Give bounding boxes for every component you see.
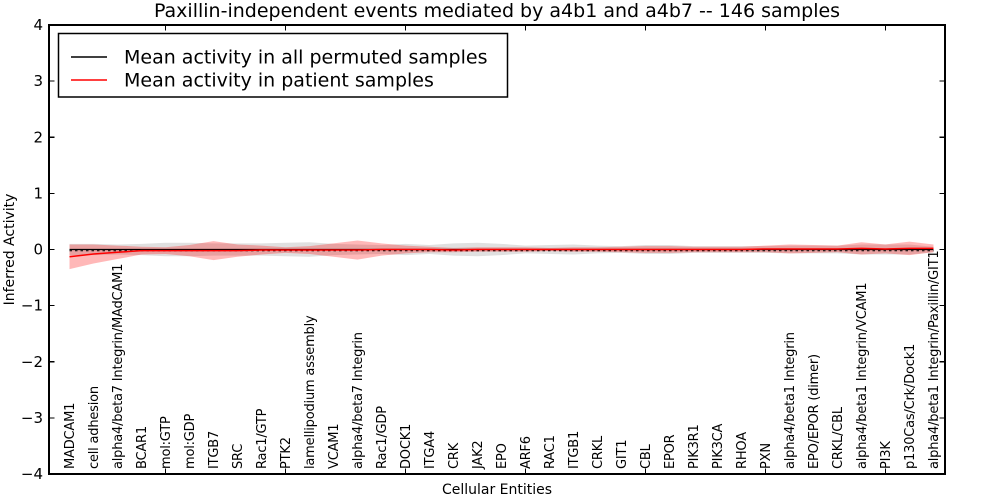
x-category-label: ARF6 (519, 436, 534, 469)
x-category-label: cell adhesion (87, 386, 102, 469)
x-category-label: EPO (495, 443, 510, 469)
y-tick-label: 4 (33, 16, 43, 34)
x-category-label: alpha4/beta7 Integrin (351, 332, 366, 469)
x-category-label: alpha4/beta1 Integrin/Paxillin/GIT1 (927, 250, 942, 469)
x-category-label: CRKL/CBL (831, 406, 846, 469)
x-category-label: EPOR (663, 434, 678, 469)
x-category-label: PIK3R1 (687, 424, 702, 469)
axes (48, 24, 946, 475)
x-category-label: CBL (639, 443, 654, 469)
x-category-label: RHOA (735, 432, 750, 469)
y-tick-label: 1 (33, 184, 43, 202)
x-category-label: JAK2 (471, 441, 486, 471)
x-category-label: p130Cas/Crk/Dock1 (903, 344, 918, 469)
x-category-label: PXN (759, 443, 774, 469)
legend: Mean activity in all permuted samples Me… (57, 32, 509, 98)
x-category-label: Rac1/GTP (255, 408, 270, 469)
y-tick-label: −1 (21, 297, 43, 315)
x-category-labels: MADCAM1 cell adhesion alpha4/beta7 Integri… (63, 250, 942, 470)
std-bands (69, 240, 934, 270)
x-category-label: ITGB1 (567, 431, 582, 469)
x-category-label: CRKL (591, 435, 606, 469)
x-category-label: alpha4/beta1 Integrin/VCAM1 (855, 283, 870, 469)
mean-lines (69, 247, 934, 258)
y-tick-label: −2 (21, 353, 43, 371)
x-category-label: PI3K (879, 441, 894, 469)
y-tick-label: −4 (21, 465, 43, 483)
chart-title: Paxillin-independent events mediated by … (154, 0, 840, 22)
y-axis-title: Inferred Activity (2, 194, 18, 306)
x-category-label: mol:GTP (159, 416, 174, 469)
x-axis-title: Cellular Entities (442, 482, 552, 498)
x-category-label: mol:GDP (183, 414, 198, 469)
x-category-label: ITGA4 (423, 431, 438, 469)
y-tick-label: 0 (33, 241, 43, 259)
legend-label-permuted-samples: Mean activity in all permuted samples (124, 47, 487, 69)
x-category-label: DOCK1 (399, 424, 414, 469)
std-band-patient (69, 240, 934, 270)
legend-label-patient-samples: Mean activity in patient samples (124, 70, 434, 92)
x-category-label: RAC1 (543, 435, 558, 469)
x-category-label: PIK3CA (711, 423, 726, 469)
y-tick-labels: −4 −3 −2 −1 0 1 2 3 4 (21, 16, 43, 483)
x-category-label: CRK (447, 442, 462, 469)
x-category-label: lamellipodium assembly (303, 315, 318, 469)
y-tick-label: 2 (33, 128, 43, 146)
x-category-label: EPO/EPOR (dimer) (807, 354, 822, 469)
x-category-label: alpha4/beta1 Integrin (783, 332, 798, 469)
x-category-label: alpha4/beta7 Integrin/MAdCAM1 (111, 264, 126, 469)
x-category-label: MADCAM1 (63, 403, 78, 469)
x-category-label: Rac1/GDP (375, 406, 390, 469)
y-tick-label: −3 (21, 409, 43, 427)
x-category-label: SRC (231, 444, 246, 469)
x-category-label: BCAR1 (135, 426, 150, 469)
legend-frame (57, 32, 509, 98)
x-category-label: VCAM1 (327, 424, 342, 469)
y-tick-label: 3 (33, 72, 43, 90)
mean-line-patient (69, 247, 934, 258)
x-category-label: PTK2 (279, 437, 294, 469)
x-category-label: ITGB7 (207, 431, 222, 469)
x-category-label: GIT1 (615, 440, 630, 469)
